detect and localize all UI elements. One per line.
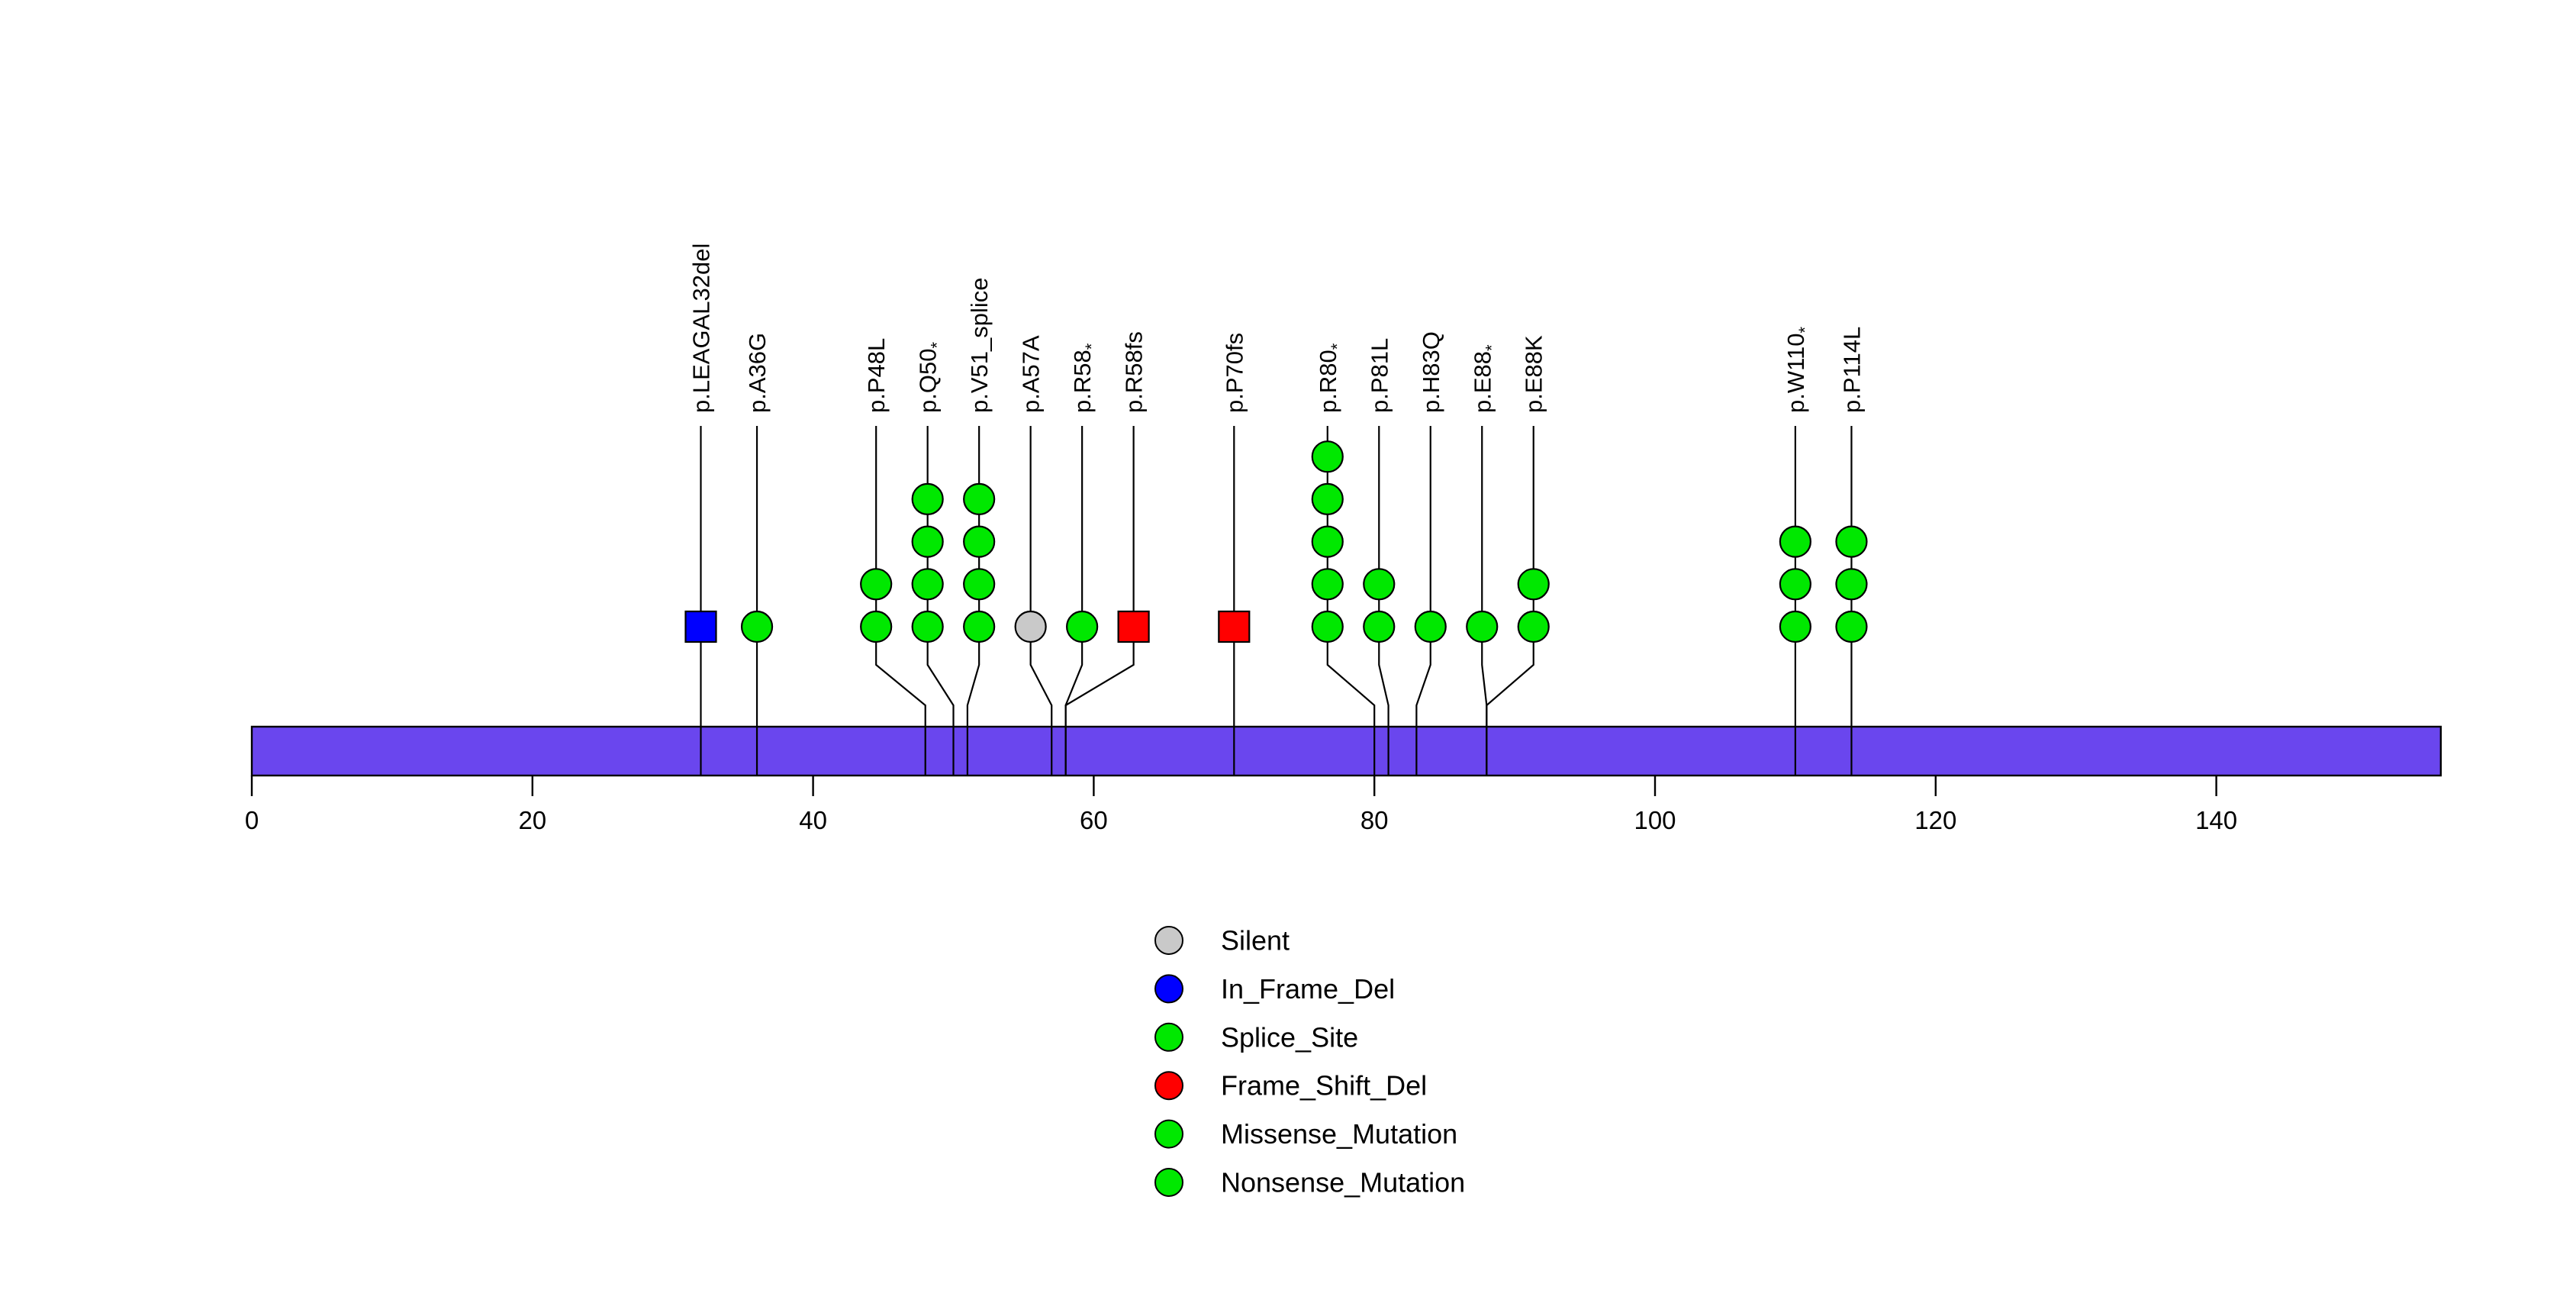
mutation-marker xyxy=(963,525,996,558)
legend-layer: Silent In_Frame_Del Splice_Site Frame_Shift… xyxy=(1154,925,1465,1198)
legend-item: Silent xyxy=(1154,925,1290,956)
mutation-marker xyxy=(911,482,944,516)
mutation-label: p.E88K xyxy=(1520,335,1547,413)
legend-swatch xyxy=(1154,1022,1183,1052)
mutation-label: p.P114L xyxy=(1838,327,1865,413)
axis-tick-label: 100 xyxy=(1634,806,1676,834)
axis-tick-label: 40 xyxy=(799,806,827,834)
stop-codon-star: * xyxy=(1795,326,1814,333)
mutation-marker xyxy=(1835,568,1868,601)
mutation-marker xyxy=(1218,610,1251,643)
legend-swatch xyxy=(1154,974,1183,1004)
mutation-label: p.P81L xyxy=(1366,338,1393,413)
mutation-label: p.E88* xyxy=(1469,344,1501,413)
axis-tick-label: 80 xyxy=(1360,806,1389,834)
mutation-stem xyxy=(1415,426,1431,776)
mutation-marker xyxy=(1517,568,1550,601)
axis-tick-label: 120 xyxy=(1914,806,1956,834)
mutation-marker xyxy=(1779,610,1811,643)
mutation-marker xyxy=(1517,610,1550,643)
mutation-marker xyxy=(1311,610,1344,643)
mutation-marker xyxy=(860,610,893,643)
mutation-stem xyxy=(1486,426,1534,776)
mutation-label: p.H83Q xyxy=(1417,331,1444,413)
mutation-marker xyxy=(911,568,944,601)
mutation-stem xyxy=(1378,426,1389,776)
legend-label: Frame_Shift_Del xyxy=(1221,1070,1427,1101)
mutation-label: p.P48L xyxy=(863,338,890,413)
mutation-stem xyxy=(1064,426,1084,776)
mutation-marker xyxy=(1363,568,1396,601)
mutation-label: p.R58fs xyxy=(1120,331,1147,413)
stop-codon-star: * xyxy=(927,342,946,349)
mutation-marker xyxy=(1066,610,1099,643)
mutation-label: p.W110* xyxy=(1782,326,1814,413)
stop-codon-star: * xyxy=(1082,343,1101,350)
legend-label: In_Frame_Del xyxy=(1221,973,1395,1005)
legend-item: In_Frame_Del xyxy=(1154,973,1395,1005)
mutation-marker xyxy=(963,568,996,601)
mutation-marker xyxy=(963,610,996,643)
mutation-label: p.LEAGAL32del xyxy=(687,243,714,413)
stop-codon-star: * xyxy=(1482,344,1501,351)
x-axis-layer: 0 20 40 60 80 100 120 140 xyxy=(245,776,2237,834)
legend-swatch xyxy=(1154,1168,1183,1197)
mutation-marker xyxy=(911,525,944,558)
mutation-stem xyxy=(1064,426,1135,776)
mutation-markers-layer xyxy=(684,440,1868,643)
legend-label: Silent xyxy=(1221,925,1290,956)
mutation-stem xyxy=(966,426,980,776)
legend-swatch xyxy=(1154,1119,1183,1149)
mutation-marker xyxy=(1311,525,1344,558)
mutation-label: p.A36G xyxy=(744,333,771,413)
mutation-marker xyxy=(1363,610,1396,643)
mutation-marker xyxy=(860,568,893,601)
mutation-marker xyxy=(740,610,774,643)
legend-item: Splice_Site xyxy=(1154,1021,1358,1053)
axis-tick-label: 20 xyxy=(518,806,546,834)
mutation-marker xyxy=(1835,610,1868,643)
mutation-marker xyxy=(1014,610,1047,643)
legend-label: Nonsense_Mutation xyxy=(1221,1167,1465,1198)
axis-tick-label: 140 xyxy=(2195,806,2237,834)
mutation-marker xyxy=(1835,525,1868,558)
legend-label: Missense_Mutation xyxy=(1221,1118,1457,1150)
mutation-marker xyxy=(911,610,944,643)
mutation-marker xyxy=(1414,610,1447,643)
axis-tick-label: 60 xyxy=(1080,806,1108,834)
mutation-marker xyxy=(1117,610,1150,643)
mutation-marker xyxy=(1311,568,1344,601)
mutation-marker xyxy=(1466,610,1499,643)
mutation-stem xyxy=(1029,426,1053,776)
mutation-marker xyxy=(684,610,717,643)
mutation-label: p.R80* xyxy=(1314,343,1346,413)
mutation-stem xyxy=(926,426,955,776)
mutation-label: p.R58* xyxy=(1069,343,1101,413)
legend-item: Missense_Mutation xyxy=(1154,1118,1457,1150)
mutation-label: p.V51_splice xyxy=(966,277,993,413)
mutation-marker xyxy=(1779,568,1811,601)
legend-swatch xyxy=(1154,1071,1183,1101)
mutation-marker xyxy=(963,482,996,516)
mutation-label: p.A57A xyxy=(1017,335,1044,413)
mutation-label: p.P70fs xyxy=(1221,333,1248,413)
mutation-marker xyxy=(1311,482,1344,516)
legend-item: Nonsense_Mutation xyxy=(1154,1167,1465,1198)
mutation-marker xyxy=(1311,440,1344,473)
mutation-stem xyxy=(1326,426,1376,776)
protein-backbone-bar xyxy=(250,725,2442,777)
stop-codon-star: * xyxy=(1327,343,1346,350)
mutation-stem xyxy=(875,426,926,776)
legend-swatch xyxy=(1154,926,1183,955)
legend-label: Splice_Site xyxy=(1221,1021,1358,1053)
mutation-labels-layer: p.LEAGAL32del p.A36G p.P48L p.Q50* p.V51_spl… xyxy=(687,243,1865,413)
mutation-marker xyxy=(1779,525,1811,558)
protein-backbone-layer xyxy=(250,725,2442,777)
lollipop-stems-layer xyxy=(700,426,1853,776)
mutation-label: p.Q50* xyxy=(914,342,946,413)
axis-tick-label: 0 xyxy=(245,806,259,834)
legend-item: Frame_Shift_Del xyxy=(1154,1070,1427,1101)
